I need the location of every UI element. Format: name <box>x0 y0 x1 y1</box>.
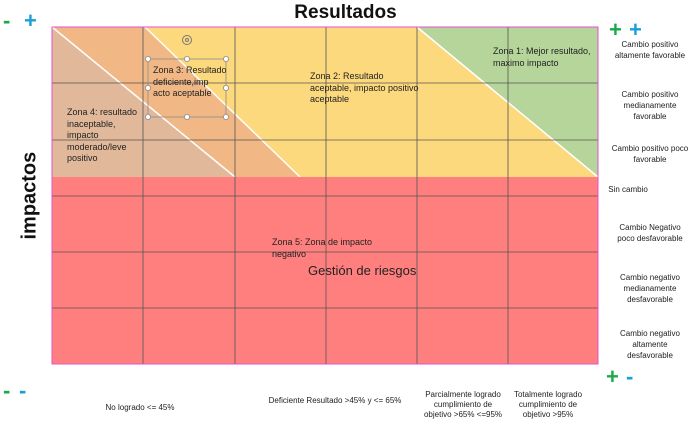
zone3-label[interactable]: Zona 3: Resultado deficiente,imp acto ac… <box>153 65 227 98</box>
row-label-3: Cambio positivo poco favorable <box>611 144 689 164</box>
bottom-right-plus-sign: + <box>606 364 619 389</box>
row-label-5: Cambio Negativo poco desfavorable <box>617 223 683 243</box>
zone4-label: Zona 4: resultado inaceptable, impacto m… <box>67 107 138 163</box>
selection-box <box>144 35 229 121</box>
top-left-plus-sign: + <box>24 8 37 33</box>
column-label-2: Deficiente Resultado >45% y <= 65% <box>268 396 402 405</box>
column-label-3: Parcialmente logrado cumplimiento de obj… <box>423 390 503 419</box>
bottom-right-minus-sign: - <box>626 364 634 389</box>
top-right-plus-sign-green: + <box>609 17 622 42</box>
rotate-handle-icon <box>182 35 192 45</box>
zone2-label: Zona 2: Resultado aceptable, impacto pos… <box>310 71 419 104</box>
row-label-6: Cambio negativo medianamente desfavorabl… <box>619 273 681 304</box>
bottom-left-minus-sign-blue: - <box>19 378 27 403</box>
row-label-1: Cambio positivo altamente favorable <box>614 40 686 60</box>
row-label-7: Cambio negativo altamente desfavorable <box>619 329 681 360</box>
page-title: Resultados <box>294 2 397 23</box>
row-label-2: Cambio positivo medianamente favorable <box>621 90 679 121</box>
zone5-label: Zona 5: Zona de impacto negativo <box>272 237 373 259</box>
column-label-4: Totalmente logrado cumplimiento de objet… <box>513 390 583 419</box>
column-label-1: No logrado <= 45% <box>105 403 175 412</box>
grid-lines <box>52 27 598 364</box>
risk-management-label: Gestión de riesgos <box>308 263 417 278</box>
top-right-plus-sign-blue: + <box>629 17 642 42</box>
row-label-4: Sin cambio <box>608 185 648 194</box>
zone1-label: Zona 1: Mejor resultado, maximo impacto <box>493 46 591 68</box>
bottom-left-minus-sign-green: - <box>3 378 11 403</box>
top-left-minus-sign: - <box>3 8 11 33</box>
matrix-border <box>51 26 599 365</box>
